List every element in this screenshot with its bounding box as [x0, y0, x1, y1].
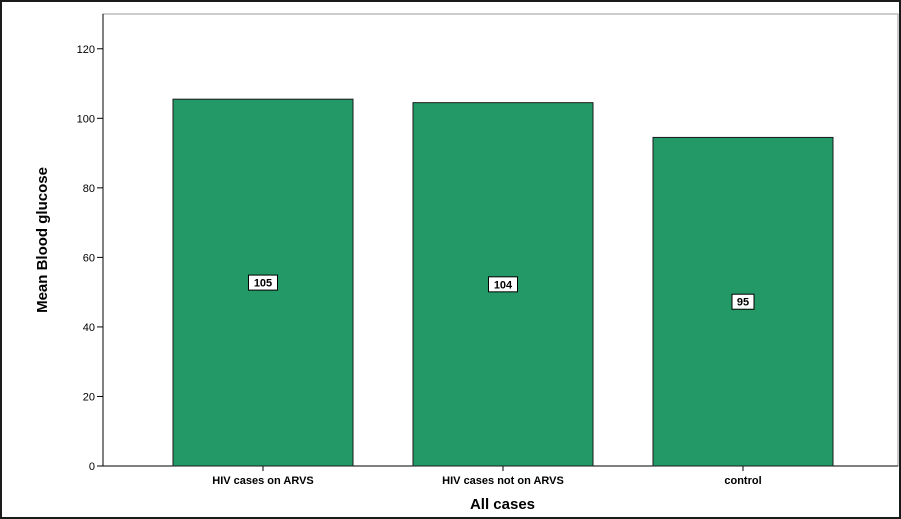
x-tick-label: HIV cases not on ARVS: [442, 475, 564, 487]
y-axis-title: Mean Blood glucose: [34, 167, 51, 313]
y-tick-label: 20: [83, 391, 95, 403]
y-tick-label: 120: [77, 44, 95, 56]
y-tick-label: 40: [83, 322, 95, 334]
y-tick-label: 80: [83, 183, 95, 195]
y-tick-label: 100: [77, 113, 95, 125]
y-axis: 0 20 40 60 80 100 120: [77, 14, 104, 473]
data-label: 105: [254, 278, 272, 290]
y-tick-label: 0: [89, 461, 95, 473]
x-tick-label: HIV cases on ARVS: [212, 475, 314, 487]
x-axis: HIV cases on ARVS HIV cases not on ARVS co…: [97, 465, 898, 487]
y-tick-label: 60: [83, 252, 95, 264]
data-label-box: [731, 293, 755, 310]
data-label-box: [488, 276, 518, 293]
x-tick-label: control: [724, 475, 761, 487]
x-axis-title: All cases: [470, 496, 535, 513]
bars: [172, 98, 834, 467]
data-label: 95: [737, 297, 749, 309]
data-labels: 105 104 95: [248, 274, 755, 310]
data-label: 104: [494, 279, 513, 291]
data-label-box: [248, 274, 278, 291]
